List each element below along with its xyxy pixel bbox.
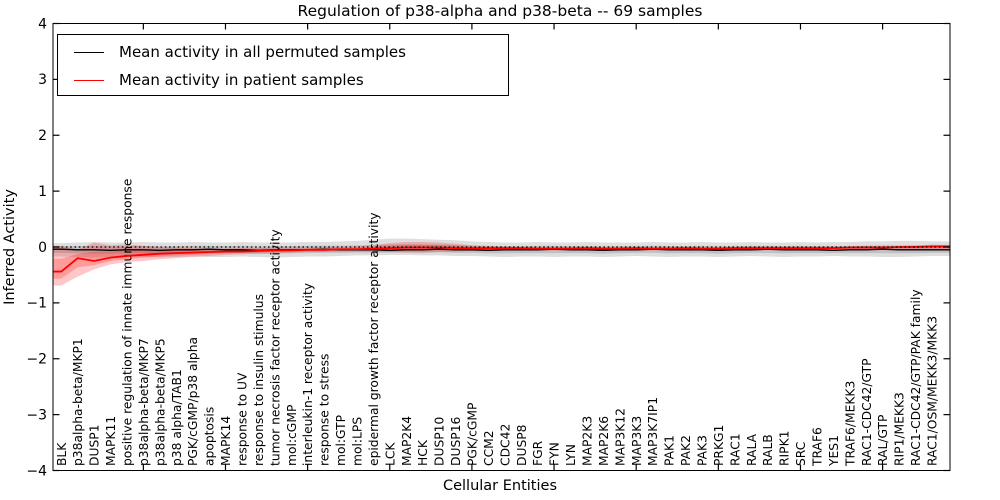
- x-tick-label: RAC1: [728, 433, 742, 466]
- x-tick-label: RALB: [761, 434, 775, 466]
- x-tick-label: RAC1-CDC42/GTP/PAK family: [909, 289, 923, 466]
- y-axis-label: Inferred Activity: [2, 189, 18, 305]
- x-tick-label: PAK1: [663, 435, 677, 466]
- x-tick-label: mol:GTP: [334, 415, 348, 466]
- x-tick-label: p38 alpha/TAB1: [170, 369, 184, 466]
- x-tick-label: YES1: [827, 435, 841, 467]
- x-tick-label: PAK3: [696, 435, 710, 466]
- x-tick-label: mol:cGMP: [285, 405, 299, 466]
- legend-label-patient: Mean activity in patient samples: [119, 71, 364, 89]
- legend: Mean activity in all permuted samples Me…: [57, 34, 509, 96]
- x-tick-label: p38alpha-beta/MKP1: [71, 338, 85, 466]
- y-tick-label: −2: [26, 352, 47, 368]
- x-tick-label: DUSP10: [433, 417, 447, 466]
- x-tick-label: p38alpha-beta/MKP5: [153, 338, 167, 466]
- x-tick-label: response to insulin stimulus: [252, 294, 266, 466]
- x-tick-label: DUSP1: [88, 424, 102, 466]
- x-tick-label: positive regulation of innate immune res…: [121, 179, 135, 466]
- patient-line-swatch: [74, 79, 104, 81]
- legend-entry-permuted: Mean activity in all permuted samples: [58, 38, 508, 66]
- x-tick-label: PGK/cGMP: [466, 403, 480, 466]
- y-tick-label: −1: [26, 296, 47, 312]
- x-tick-label: p38alpha-beta/MKP7: [137, 338, 151, 466]
- x-tick-label: apoptosis: [203, 407, 217, 466]
- y-tick-label: 0: [38, 240, 47, 256]
- x-tick-label: MAP3K7IP1: [646, 397, 660, 466]
- x-tick-label: LYN: [564, 444, 578, 466]
- x-tick-label: MAP2K3: [581, 416, 595, 466]
- x-tick-label: response to stress: [318, 354, 332, 466]
- y-tick-label: −3: [26, 407, 47, 423]
- x-tick-label: RIPK1: [778, 431, 792, 466]
- legend-label-permuted: Mean activity in all permuted samples: [119, 43, 406, 61]
- x-tick-label: RIP1/MEKK3: [893, 392, 907, 466]
- x-tick-label: FYN: [548, 442, 562, 466]
- x-axis-label: Cellular Entities: [442, 478, 558, 494]
- x-tick-label: RAC1-CDC42/GTP: [860, 358, 874, 466]
- y-tick-label: −4: [26, 463, 47, 479]
- x-tick-label: MAPK14: [219, 416, 233, 466]
- x-tick-label: FGR: [531, 440, 545, 466]
- x-tick-label: TRAF6/MEKK3: [843, 381, 857, 467]
- x-tick-label: MAP3K3: [630, 416, 644, 466]
- x-tick-label: tumor necrosis factor receptor activity: [268, 229, 282, 466]
- x-tick-label: DUSP8: [515, 424, 529, 466]
- x-tick-label: MAP2K6: [597, 416, 611, 466]
- line-permuted-mean: [53, 248, 950, 252]
- x-tick-label: response to UV: [236, 372, 250, 466]
- y-tick-label: 4: [38, 16, 47, 32]
- permuted-line-swatch: [74, 51, 104, 53]
- x-tick-label: RAL/GTP: [876, 415, 890, 466]
- x-tick-label: MAPK11: [104, 416, 118, 466]
- x-tick-label: DUSP16: [449, 416, 463, 466]
- y-tick-label: 3: [38, 72, 47, 88]
- x-tick-label: CCM2: [482, 430, 496, 466]
- x-tick-label: BLK: [55, 442, 69, 466]
- x-tick-label: PGK/cGMP/p38 alpha: [186, 337, 200, 466]
- x-tick-label: LCK: [383, 442, 397, 466]
- line-patient-mean: [53, 245, 950, 273]
- y-tick-label: 1: [38, 184, 47, 200]
- x-tick-label: interleukin-1 receptor activity: [301, 283, 315, 466]
- y-tick-label: 2: [38, 128, 47, 144]
- x-tick-label: epidermal growth factor receptor activit…: [367, 212, 381, 466]
- x-tick-label: MAP3K12: [613, 408, 627, 466]
- x-tick-label: RAC1/OSM/MEKK3/MKK3: [926, 316, 940, 466]
- x-tick-label: PRKG1: [712, 425, 726, 466]
- x-tick-label: MAP2K4: [400, 416, 414, 466]
- x-tick-label: SRC: [794, 442, 808, 466]
- chart-title: Regulation of p38-alpha and p38-beta -- …: [297, 2, 703, 20]
- x-tick-label: RALA: [745, 433, 759, 466]
- x-tick-label: CDC42: [498, 424, 512, 466]
- x-tick-label: PAK2: [679, 435, 693, 466]
- x-tick-label: HCK: [416, 439, 430, 466]
- legend-entry-patient: Mean activity in patient samples: [58, 66, 508, 94]
- band-patient-outer: [53, 241, 950, 286]
- x-tick-label: TRAF6: [811, 427, 825, 467]
- x-tick-label: mol:LPS: [351, 417, 365, 466]
